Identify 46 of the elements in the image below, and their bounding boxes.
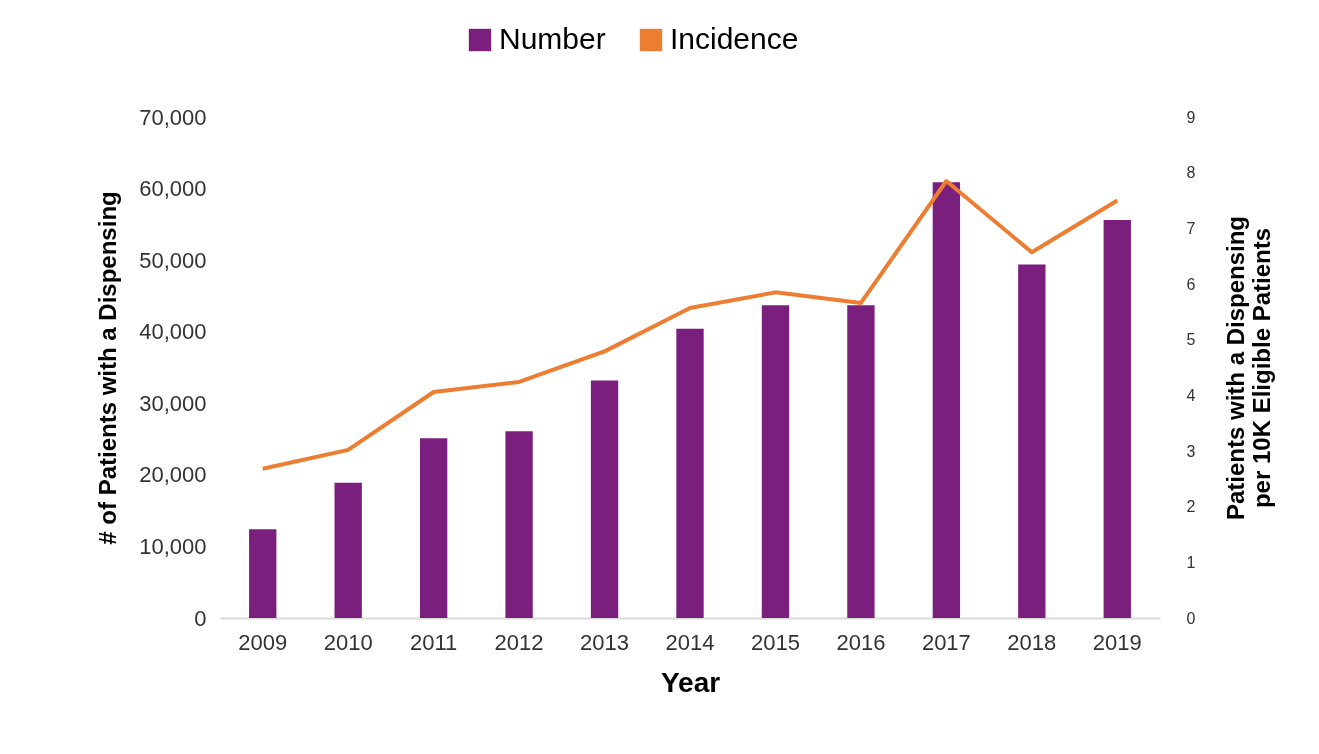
bar [1018,264,1046,618]
line-series [260,179,1120,471]
x-axis-title: Year [660,666,721,698]
x-tick-label: 2016 [836,629,886,655]
y-tick-label: 30,000 [139,390,207,416]
y-tick-label: 50,000 [139,247,207,273]
bar [676,328,704,618]
y-tick-label: 20,000 [139,462,207,488]
x-tick-label: 2011 [409,629,458,655]
y-tick-label: 0 [194,605,207,631]
y-tick-label: 10,000 [139,533,207,559]
bar [932,182,961,618]
bar [590,380,619,618]
y2-tick-label: 5 [1186,331,1196,349]
y2-axis-title: Patients with a Dispensing per 10K Eligible Patients [1222,215,1276,521]
y2-tick-label: 1 [1186,553,1196,571]
x-tick-label: 2012 [494,629,544,655]
y2-tick-label: 2 [1186,498,1196,516]
y2-tick-label: 6 [1186,275,1196,293]
y-tick-label: 70,000 [139,104,207,130]
x-tick-label: 2009 [238,629,288,655]
y-axis-title: # of Patients with a Dispensing [94,191,122,545]
x-tick-label: 2013 [580,629,630,655]
legend-label: Number [499,22,606,55]
y2-tick-label: 8 [1186,164,1196,182]
y2-tick-label: 4 [1186,386,1196,404]
bar [249,529,277,618]
x-tick-label: 2014 [665,629,715,655]
bar [1103,220,1131,618]
y2-tick-label: 9 [1186,108,1196,126]
y-tick-label: 40,000 [139,319,207,345]
bar [505,431,533,618]
bar [419,438,448,618]
bar [847,305,875,618]
legend-label: Incidence [670,22,799,55]
bar [761,305,790,618]
bar [334,482,362,618]
x-tick-label: 2015 [750,629,800,655]
x-tick-label: 2019 [1092,629,1142,655]
y2-tick-label: 3 [1186,442,1196,460]
y-tick-label: 60,000 [139,176,207,202]
x-tick-label: 2017 [921,629,971,655]
x-tick-label: 2010 [323,629,373,655]
y2-tick-label: 7 [1186,219,1196,237]
y2-tick-label: 0 [1186,609,1196,627]
x-tick-label: 2018 [1007,629,1057,655]
